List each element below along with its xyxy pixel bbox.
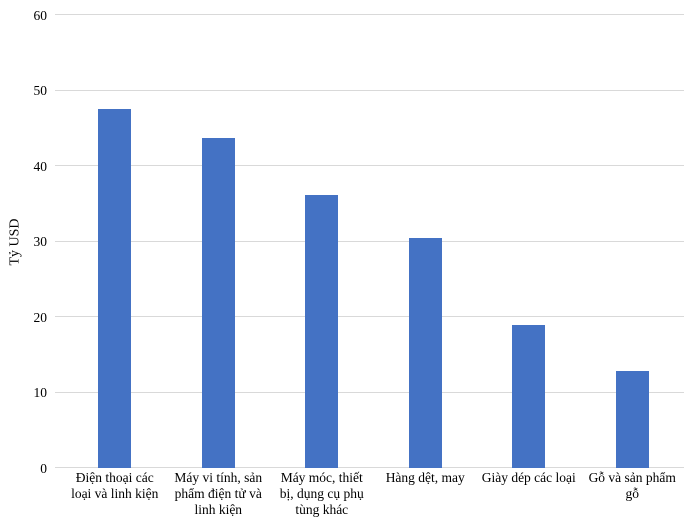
y-axis-tick-label: 60 [33,7,48,23]
bar-slot [270,15,374,468]
bar-1 [98,108,132,468]
plot-area [55,14,684,468]
bar-slot [63,15,167,468]
bar-slot [374,15,478,468]
y-axis-tick-label: 40 [33,158,48,174]
bar-5 [512,324,546,468]
bars-row [63,15,684,468]
y-axis-tick-label: 0 [40,460,47,476]
gridline [55,240,684,242]
category-label: Máy móc, thiết bị, dụng cụ phụ tùng khác [279,470,364,517]
x-axis-labels: Điện thoại các loại và linh kiện Máy vi t… [63,470,684,517]
bar-slot [477,15,581,468]
gridline [55,89,684,91]
gridline [55,14,684,15]
bar-slot [581,15,685,468]
bar-2 [201,138,235,468]
y-axis-ticks: 0 10 20 30 40 50 60 [0,8,48,474]
y-axis-tick-label: 10 [33,384,48,400]
bar-slot [167,15,271,468]
y-axis-tick-label: 20 [33,309,48,325]
category-label: Máy vi tính, sản phẩm điện tử và linh ki… [174,470,263,517]
gridline [55,316,684,318]
y-axis-tick-label: 30 [33,233,48,249]
gridline [55,467,684,468]
bar-4 [408,238,442,468]
category-label: Hàng dệt, may [385,470,465,485]
y-axis-tick-label: 50 [33,82,48,98]
category-label: Gỗ và sản phẩm gỗ [588,470,676,501]
bar-6 [615,371,649,468]
category-label: Giày dép các loại [481,470,576,485]
gridline [55,165,684,167]
gridline [55,391,684,393]
category-label: Điện thoại các loại và linh kiện [71,470,159,501]
bar-3 [305,195,339,468]
